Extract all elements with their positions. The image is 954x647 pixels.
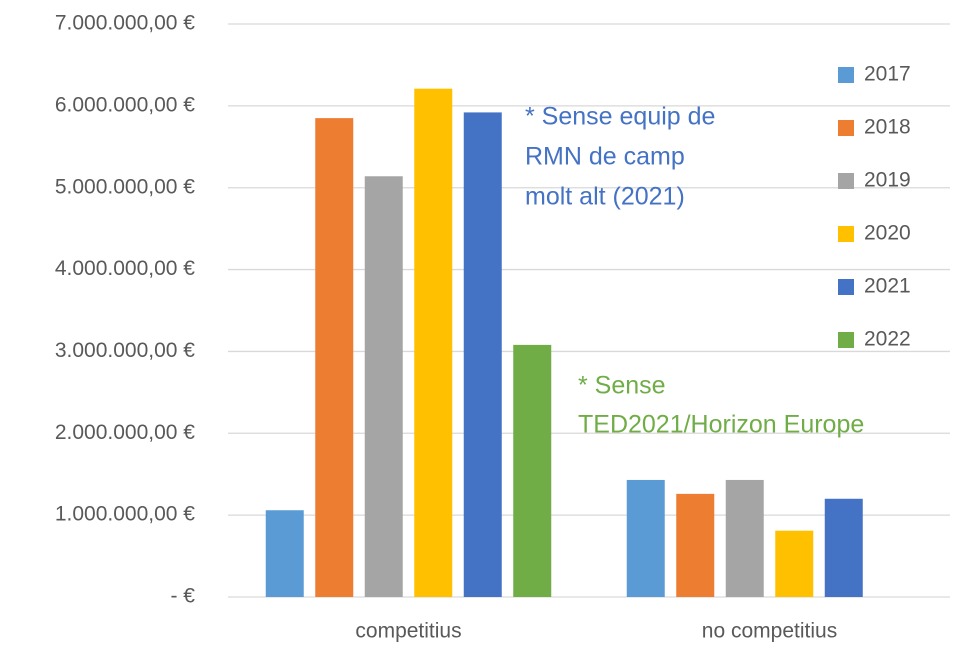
bar [265, 510, 304, 597]
bar [626, 479, 665, 597]
y-tick-label: 1.000.000,00 € [55, 503, 195, 526]
bar [824, 498, 863, 597]
x-tick-label: no competitius [702, 620, 837, 643]
legend-swatch [838, 226, 854, 242]
legend-label: 2021 [864, 275, 911, 298]
annotation: RMN de camp [525, 143, 685, 171]
legend-label: 2019 [864, 169, 911, 192]
legend-swatch [838, 120, 854, 136]
legend-swatch [838, 332, 854, 348]
bar [513, 344, 552, 597]
bar [725, 479, 764, 597]
legend-swatch [838, 279, 854, 295]
bar [414, 88, 453, 597]
y-tick-label: 4.000.000,00 € [55, 257, 195, 280]
annotation: TED2021/Horizon Europe [578, 411, 864, 439]
y-tick-label: 7.000.000,00 € [55, 12, 195, 35]
legend-label: 2018 [864, 116, 911, 139]
legend-label: 2020 [864, 222, 911, 245]
y-tick-label: 5.000.000,00 € [55, 175, 195, 198]
bar [315, 118, 354, 597]
bar [463, 112, 502, 598]
legend-label: 2022 [864, 328, 911, 351]
y-tick-label: 2.000.000,00 € [55, 421, 195, 444]
annotation: * Sense [578, 372, 666, 400]
annotation: molt alt (2021) [525, 183, 685, 211]
y-tick-label: 6.000.000,00 € [55, 93, 195, 116]
x-tick-label: competitius [355, 620, 461, 643]
legend-label: 2017 [864, 63, 911, 86]
legend-swatch [838, 67, 854, 83]
y-tick-label: 3.000.000,00 € [55, 339, 195, 362]
legend-swatch [838, 173, 854, 189]
y-tick-label: - € [170, 585, 195, 608]
bar [676, 493, 715, 597]
bar [364, 176, 403, 598]
annotation: * Sense equip de [525, 103, 715, 131]
bar [775, 530, 814, 597]
